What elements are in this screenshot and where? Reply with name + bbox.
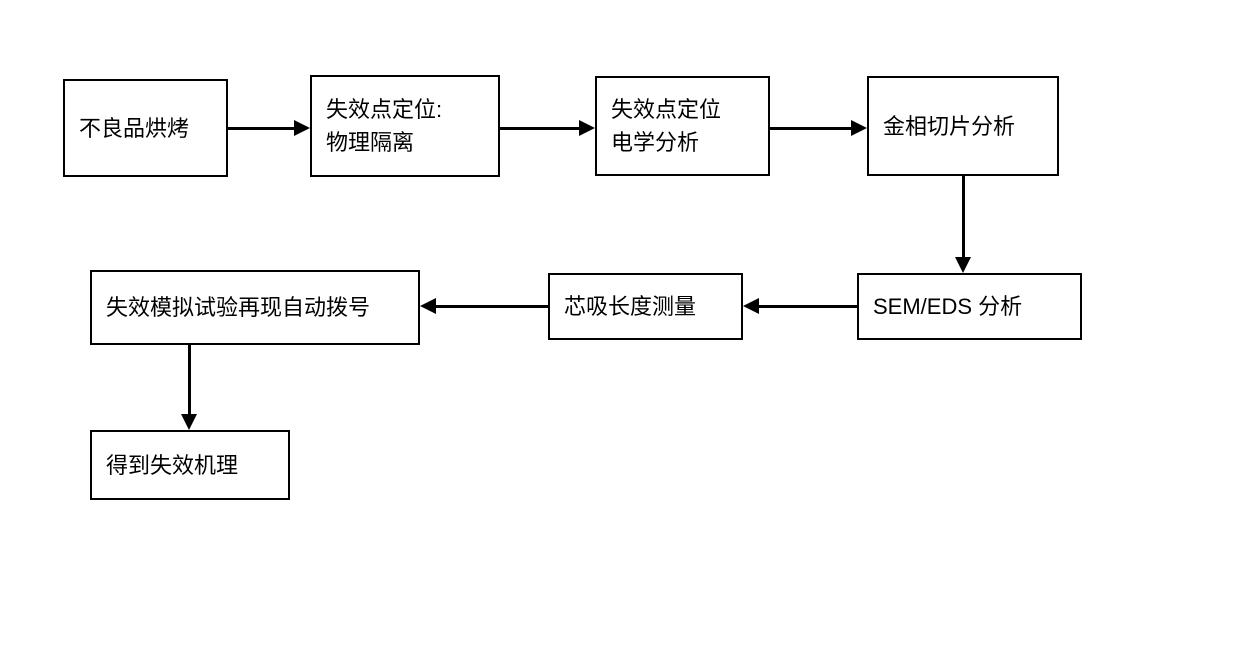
node-2-label: 失效点定位: 物理隔离 (326, 93, 442, 159)
node-8-label: 得到失效机理 (106, 449, 238, 482)
node-6-wicking-length: 芯吸长度测量 (548, 273, 743, 340)
node-7-simulation-test: 失效模拟试验再现自动拨号 (90, 270, 420, 345)
node-1-bake: 不良品烘烤 (63, 79, 228, 177)
arrow-6-7-line (436, 305, 548, 308)
arrow-7-8-line (188, 345, 191, 414)
node-5-sem-eds: SEM/EDS 分析 (857, 273, 1082, 340)
node-3-label: 失效点定位 电学分析 (611, 93, 721, 159)
arrow-6-7-head (420, 298, 436, 314)
arrow-1-2-line (228, 127, 294, 130)
arrow-1-2-head (294, 120, 310, 136)
arrow-2-3-line (500, 127, 579, 130)
node-4-metallographic: 金相切片分析 (867, 76, 1059, 176)
node-1-label: 不良品烘烤 (79, 112, 189, 145)
node-8-failure-mechanism: 得到失效机理 (90, 430, 290, 500)
arrow-3-4-head (851, 120, 867, 136)
arrow-5-6-head (743, 298, 759, 314)
node-2-physical-isolation: 失效点定位: 物理隔离 (310, 75, 500, 177)
arrow-4-5-head (955, 257, 971, 273)
node-7-label: 失效模拟试验再现自动拨号 (106, 291, 370, 324)
arrow-2-3-head (579, 120, 595, 136)
node-3-electrical-analysis: 失效点定位 电学分析 (595, 76, 770, 176)
arrow-5-6-line (759, 305, 857, 308)
node-5-label: SEM/EDS 分析 (873, 290, 1022, 323)
arrow-4-5-line (962, 176, 965, 257)
arrow-7-8-head (181, 414, 197, 430)
node-6-label: 芯吸长度测量 (564, 290, 696, 323)
arrow-3-4-line (770, 127, 851, 130)
flowchart-container: 不良品烘烤 失效点定位: 物理隔离 失效点定位 电学分析 金相切片分析 SEM/… (0, 0, 1239, 647)
node-4-label: 金相切片分析 (883, 110, 1015, 143)
